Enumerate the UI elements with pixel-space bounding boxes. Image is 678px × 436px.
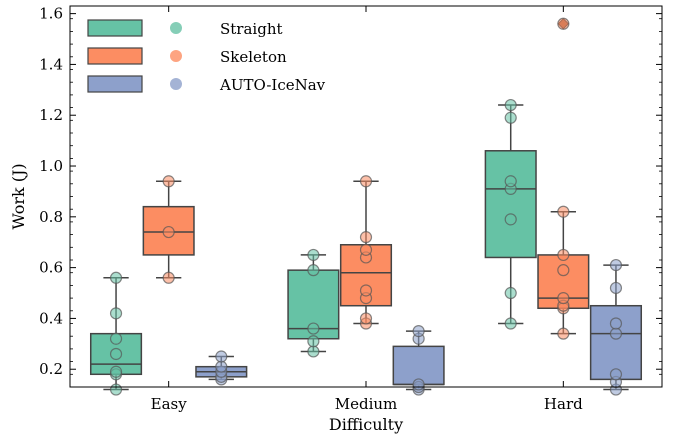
data-point <box>412 378 425 391</box>
legend-point-marker <box>170 78 182 90</box>
y-tick-label: 0.4 <box>39 309 63 327</box>
box-auto-icenav-medium <box>392 330 445 391</box>
x-axis-label: Difficulty <box>329 415 403 434</box>
data-point <box>609 281 623 295</box>
data-point <box>307 335 320 348</box>
legend-item-auto-icenav: AUTO-IceNav <box>87 75 326 94</box>
data-point <box>109 271 123 284</box>
data-point <box>557 17 570 30</box>
data-point <box>609 327 623 340</box>
data-point <box>359 243 373 256</box>
y-axis-label: Work (J) <box>9 163 28 229</box>
legend-label: Skeleton <box>220 48 287 66</box>
data-point <box>504 317 517 330</box>
data-point <box>109 307 123 320</box>
box-straight-hard <box>484 104 537 325</box>
data-point <box>215 360 228 373</box>
legend: Straight Skeleton AUTO-IceNav <box>87 19 326 94</box>
y-tick-label: 0.8 <box>39 208 63 226</box>
data-point <box>109 347 123 361</box>
y-tick-label: 1.4 <box>39 55 63 73</box>
legend-label: AUTO-IceNav <box>219 76 326 94</box>
y-tick-label: 1.6 <box>39 5 63 23</box>
data-point <box>109 332 123 345</box>
data-point <box>504 175 517 188</box>
data-point <box>215 350 228 363</box>
data-point <box>307 322 320 335</box>
legend-label: Straight <box>220 20 283 38</box>
data-point <box>557 264 570 277</box>
legend-point-marker <box>170 50 182 62</box>
legend-point-marker <box>170 22 182 34</box>
data-point <box>557 327 570 340</box>
y-tick-label: 1.0 <box>39 157 63 175</box>
data-point <box>557 205 570 218</box>
data-point <box>359 284 373 297</box>
x-tick-label: Medium <box>335 395 398 413</box>
legend-item-straight: Straight <box>87 19 283 38</box>
data-point <box>609 258 623 272</box>
data-point <box>109 365 123 378</box>
y-tick-label: 0.6 <box>39 259 63 277</box>
legend-swatch <box>87 75 143 93</box>
data-point <box>504 213 517 226</box>
legend-swatch <box>87 47 143 65</box>
x-tick-label: Easy <box>151 395 188 413</box>
data-point <box>412 325 425 338</box>
plot-area <box>89 17 643 396</box>
data-point <box>504 98 517 112</box>
data-point <box>307 345 320 358</box>
x-tick-label: Hard <box>544 395 583 413</box>
legend-swatch <box>87 19 143 37</box>
data-point <box>609 368 623 381</box>
data-point <box>162 225 175 239</box>
data-point <box>359 312 373 325</box>
data-point <box>504 286 517 300</box>
axes: 0.2 0.4 0.6 0.8 1.0 1.2 1.4 1.6 Easy Medium Hard <box>39 5 663 413</box>
data-point <box>504 111 517 124</box>
data-point <box>307 264 320 277</box>
data-point <box>609 317 623 330</box>
data-point <box>557 248 570 262</box>
data-point <box>162 175 175 188</box>
data-point <box>162 271 175 284</box>
data-point <box>557 292 570 305</box>
data-point <box>109 383 123 396</box>
data-point <box>359 231 373 244</box>
data-point <box>307 248 320 262</box>
data-point <box>359 175 373 188</box>
legend-item-skeleton: Skeleton <box>87 47 287 66</box>
box-iqr <box>484 150 537 259</box>
box-skeleton-hard <box>537 18 590 335</box>
box-iqr <box>392 345 445 386</box>
y-tick-label: 0.2 <box>39 360 63 378</box>
y-tick-label: 1.2 <box>39 106 63 124</box>
